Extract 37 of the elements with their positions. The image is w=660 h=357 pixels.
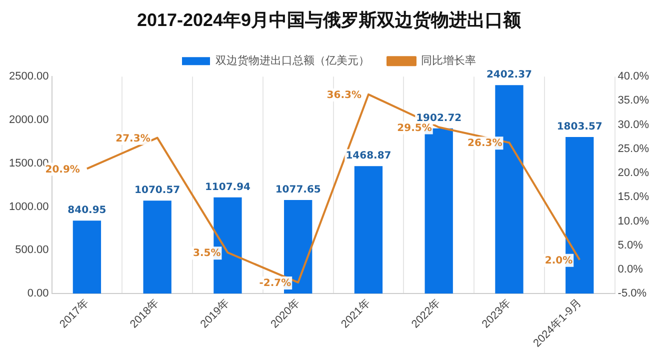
data-label: 2402.37 xyxy=(486,70,532,81)
y-tick-label: 1000.00 xyxy=(8,200,49,213)
y2-tick-label: 0.0% xyxy=(618,263,644,276)
legend-label: 双边货物进出口总额（亿美元） xyxy=(216,54,370,68)
data-label: 1468.87 xyxy=(346,150,392,162)
data-label: 3.5% xyxy=(192,248,221,260)
bar xyxy=(354,166,383,294)
chart-title: 2017-2024年9月中国与俄罗斯双边货物进出口额 xyxy=(136,10,522,30)
y2-tick-label: 25.0% xyxy=(618,142,650,155)
data-label: 36.3% xyxy=(326,90,362,102)
data-label: 1077.65 xyxy=(275,184,321,196)
y2-tick-label: 30.0% xyxy=(618,118,650,131)
y2-tick-label: 20.0% xyxy=(618,167,650,180)
y2-tick-label: 40.0% xyxy=(618,70,650,83)
data-label: 1803.57 xyxy=(556,122,602,133)
y2-tick-label: 5.0% xyxy=(618,239,644,252)
data-label: -2.7% xyxy=(259,278,292,290)
y-tick-label: 2500.00 xyxy=(8,70,49,83)
y-tick-label: 2000.00 xyxy=(8,114,49,126)
data-label: 26.3% xyxy=(468,138,502,150)
data-label: 1902.72 xyxy=(416,113,462,124)
data-label: 1070.57 xyxy=(134,185,180,196)
data-label: 1107.94 xyxy=(204,182,251,194)
data-label: 20.9% xyxy=(45,164,80,176)
y-tick-label: 0.00 xyxy=(27,288,49,300)
y-tick-label: 500.00 xyxy=(15,244,49,256)
data-label: 27.3% xyxy=(116,133,150,144)
data-label: 2.0% xyxy=(544,255,573,266)
bar xyxy=(72,220,102,294)
y2-tick-label: -5.0% xyxy=(618,288,647,300)
y2-tick-label: 35.0% xyxy=(618,94,650,107)
bar xyxy=(143,200,172,294)
data-label: 840.95 xyxy=(68,205,106,216)
y2-tick-label: 10.0% xyxy=(618,215,650,228)
y2-tick-label: 15.0% xyxy=(618,191,650,204)
data-label: 29.5% xyxy=(397,122,432,134)
legend-label: 同比增长率 xyxy=(421,54,476,68)
